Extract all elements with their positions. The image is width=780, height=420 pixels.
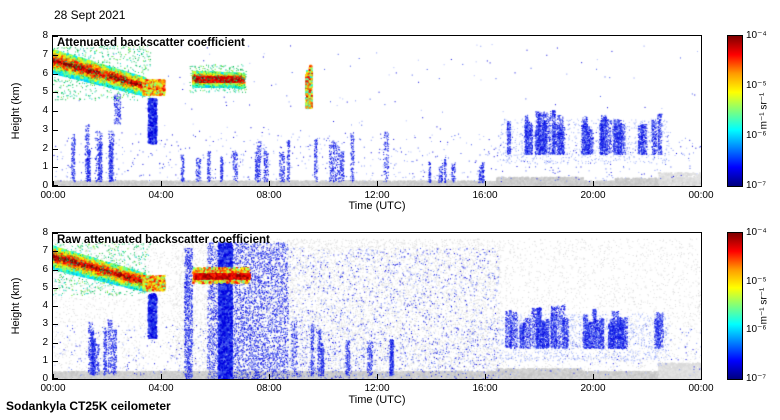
y-tick-mark bbox=[53, 73, 58, 75]
x-tick-label: 16:00 bbox=[472, 190, 498, 201]
x-tick-mark bbox=[53, 181, 54, 186]
y-tick-label: 4 bbox=[42, 105, 48, 116]
y-tick-mark bbox=[53, 148, 58, 150]
x-tick-label: 12:00 bbox=[364, 190, 390, 201]
x-tick-label: 16:00 bbox=[472, 383, 498, 394]
y-tick-label: 6 bbox=[42, 263, 48, 275]
y-tick-mark bbox=[53, 269, 58, 271]
y-tick-mark bbox=[53, 360, 58, 362]
x-tick-label: 20:00 bbox=[580, 383, 606, 394]
colorbar-tick-label: 10⁻⁶ bbox=[746, 324, 767, 336]
x-tick-mark bbox=[161, 181, 162, 186]
x-tick-mark bbox=[701, 374, 702, 379]
y-tick-mark bbox=[53, 54, 58, 56]
y-tick-label: 4 bbox=[42, 300, 48, 311]
x-tick-mark bbox=[161, 374, 162, 379]
x-axis-label: Time (UTC) bbox=[348, 200, 406, 212]
colorbar-tick-label: 10⁻⁴ bbox=[746, 30, 767, 41]
x-tick-mark bbox=[269, 181, 270, 186]
y-tick-label: 6 bbox=[42, 67, 48, 79]
colorbar-unit-label: m⁻¹ sr⁻¹ bbox=[758, 92, 770, 130]
y-tick-mark bbox=[53, 185, 58, 186]
x-tick-mark bbox=[377, 181, 378, 186]
x-tick-label: 00:00 bbox=[40, 190, 66, 201]
x-tick-mark bbox=[485, 374, 486, 379]
date-label: 28 Sept 2021 bbox=[54, 8, 126, 22]
y-tick-mark bbox=[53, 378, 58, 379]
y-tick-label: 7 bbox=[42, 245, 48, 257]
y-tick-label: 3 bbox=[42, 123, 48, 135]
x-tick-mark bbox=[53, 374, 54, 379]
y-tick-label: 5 bbox=[42, 86, 48, 98]
x-tick-mark bbox=[701, 181, 702, 186]
y-tick-label: 8 bbox=[42, 30, 48, 41]
y-tick-mark bbox=[53, 251, 58, 253]
colorbar-tick-label: 10⁻⁵ bbox=[746, 275, 767, 287]
y-tick-label: 5 bbox=[42, 281, 48, 293]
y-tick-mark bbox=[53, 111, 58, 112]
x-tick-label: 04:00 bbox=[148, 383, 174, 394]
y-tick-label: 8 bbox=[42, 227, 48, 238]
y-tick-mark bbox=[53, 324, 58, 326]
x-tick-label: 08:00 bbox=[256, 383, 282, 394]
panel-raw-attenuated-backscatter: Raw attenuated backscatter coefficient bbox=[52, 232, 702, 380]
colorbar-tick-label: 10⁻⁷ bbox=[746, 180, 767, 191]
y-tick-mark bbox=[53, 233, 58, 234]
x-tick-label: 00:00 bbox=[688, 383, 714, 394]
x-tick-label: 04:00 bbox=[148, 190, 174, 201]
y-tick-mark bbox=[53, 342, 58, 344]
x-axis-label: Time (UTC) bbox=[348, 394, 406, 406]
x-tick-mark bbox=[269, 374, 270, 379]
colorbar-tick-label: 10⁻⁷ bbox=[746, 373, 767, 384]
raw-attenuated-backscatter-heatmap-canvas bbox=[53, 233, 701, 379]
panel-title: Raw attenuated backscatter coefficient bbox=[57, 234, 270, 246]
y-tick-label: 1 bbox=[42, 354, 48, 366]
instrument-label: Sodankyla CT25K ceilometer bbox=[6, 399, 171, 413]
y-tick-mark bbox=[53, 129, 58, 131]
colorbar-tick-label: 10⁻⁵ bbox=[746, 80, 767, 91]
y-tick-mark bbox=[53, 287, 58, 289]
colorbar-tick-label: 10⁻⁴ bbox=[746, 227, 767, 238]
x-tick-mark bbox=[377, 374, 378, 379]
colorbar bbox=[727, 35, 743, 187]
colorbar bbox=[727, 232, 743, 380]
y-tick-mark bbox=[53, 36, 58, 37]
y-tick-label: 0 bbox=[42, 180, 48, 191]
y-tick-label: 0 bbox=[42, 373, 48, 384]
x-tick-label: 00:00 bbox=[688, 190, 714, 201]
y-tick-label: 3 bbox=[42, 318, 48, 330]
x-tick-mark bbox=[485, 181, 486, 186]
x-tick-label: 08:00 bbox=[256, 190, 282, 201]
colorbar-unit-label: m⁻¹ sr⁻¹ bbox=[758, 287, 770, 325]
colorbar-tick-label: 10⁻⁶ bbox=[746, 130, 767, 141]
y-axis-label: Height (km) bbox=[10, 82, 22, 140]
y-tick-label: 2 bbox=[42, 142, 48, 154]
x-tick-label: 12:00 bbox=[364, 383, 390, 394]
panel-attenuated-backscatter: Attenuated backscatter coefficient bbox=[52, 35, 702, 187]
y-tick-label: 7 bbox=[42, 48, 48, 60]
x-tick-label: 20:00 bbox=[580, 190, 606, 201]
x-tick-mark bbox=[593, 181, 594, 186]
panel-title: Attenuated backscatter coefficient bbox=[57, 37, 245, 49]
y-axis-label: Height (km) bbox=[10, 277, 22, 335]
y-tick-mark bbox=[53, 306, 58, 307]
attenuated-backscatter-heatmap-canvas bbox=[53, 36, 701, 186]
x-tick-label: 00:00 bbox=[40, 383, 66, 394]
y-tick-mark bbox=[53, 92, 58, 94]
x-tick-mark bbox=[593, 374, 594, 379]
y-tick-label: 1 bbox=[42, 161, 48, 173]
y-tick-label: 2 bbox=[42, 336, 48, 348]
y-tick-mark bbox=[53, 167, 58, 169]
